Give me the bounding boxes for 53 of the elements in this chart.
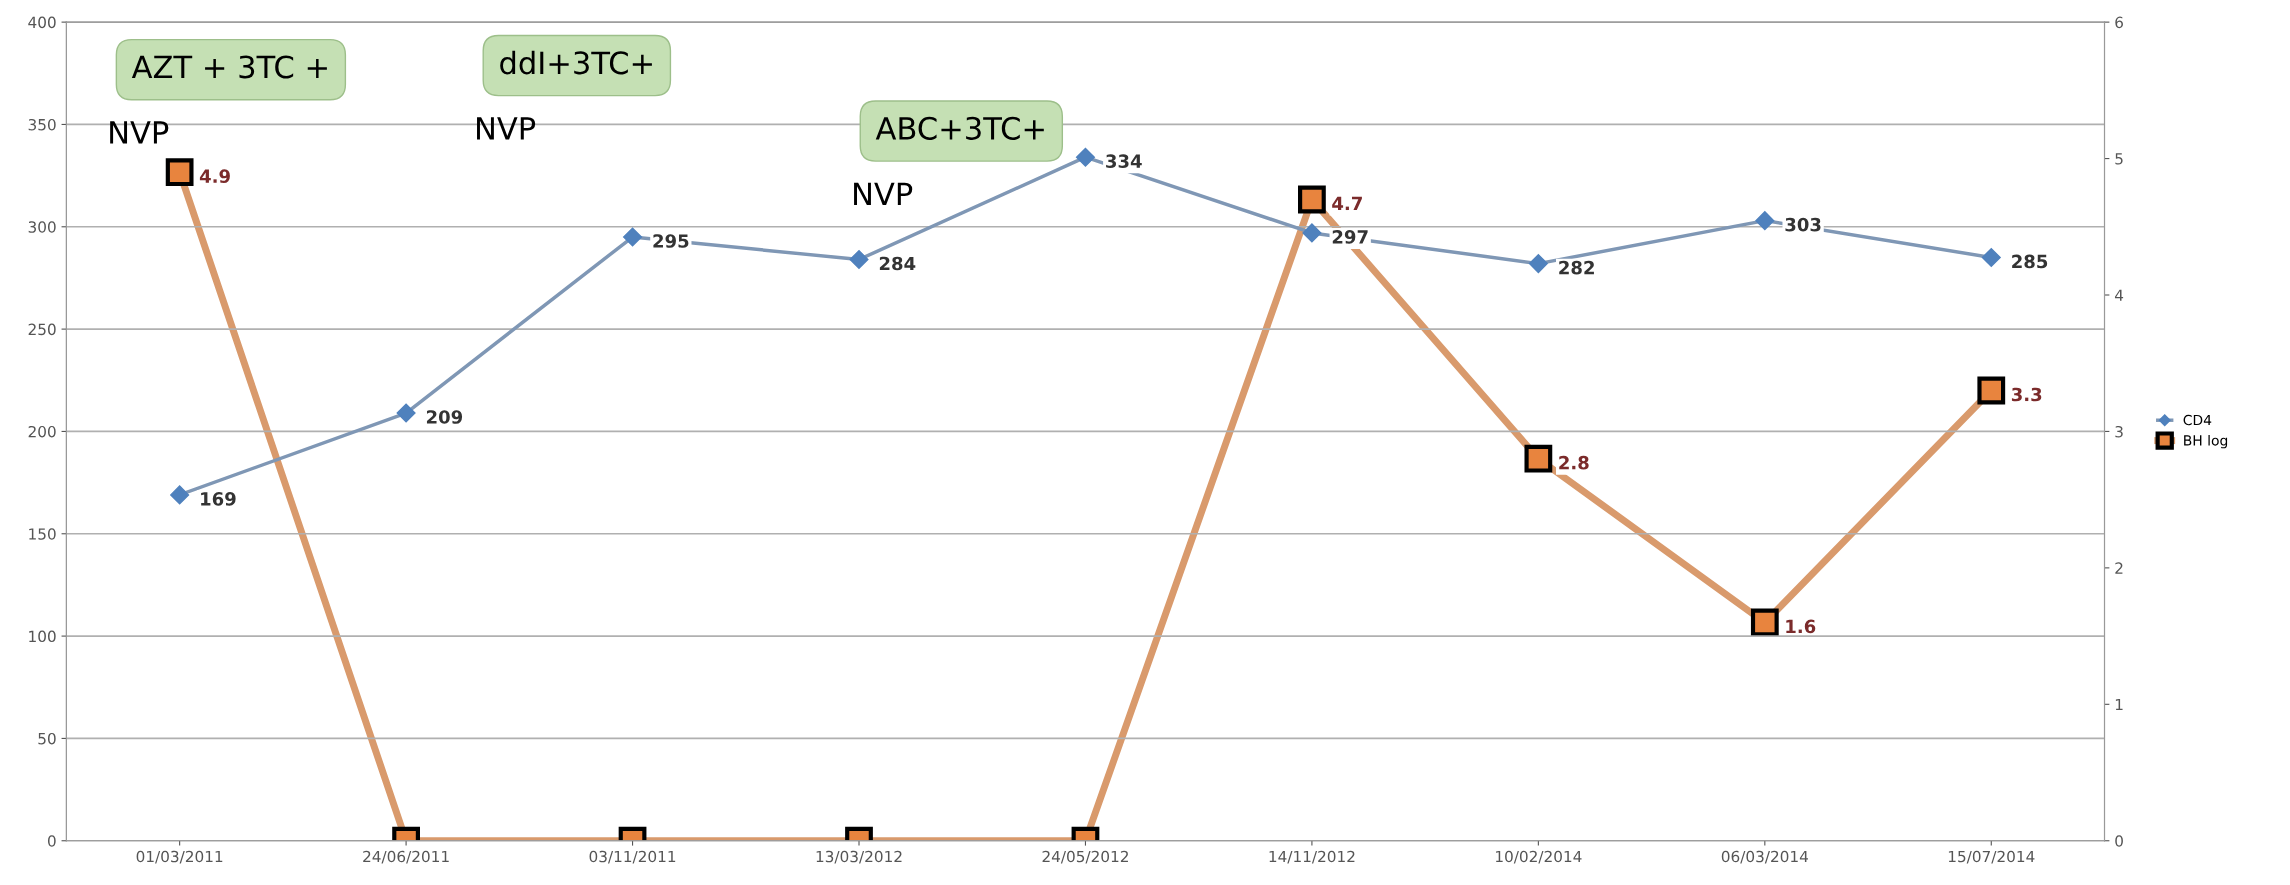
x-tick-label: 13/03/2012 xyxy=(816,850,902,864)
legend-label: BH log xyxy=(2184,434,2228,449)
x-tick-label: 15/07/2014 xyxy=(1948,850,2035,864)
data-label: 4.9 xyxy=(199,169,230,183)
x-tick-label: 01/03/2011 xyxy=(136,850,223,864)
point xyxy=(1528,254,1548,274)
y-tick-label: 50 xyxy=(38,732,56,745)
y2-tick-label: 2 xyxy=(2115,562,2123,574)
data-label: 284 xyxy=(879,256,916,271)
x-tick-label: 03/11/2011 xyxy=(589,850,676,864)
text: ddI+3TC+ NVP xyxy=(477,50,652,140)
y2-tick-label: 0 xyxy=(2115,835,2123,847)
point xyxy=(623,227,643,247)
data-label: 2.8 xyxy=(1559,455,1589,470)
x-tick-label: 24/06/2011 xyxy=(363,850,449,864)
data-label: 209 xyxy=(426,410,463,424)
data-label: 303 xyxy=(1785,217,1821,232)
data-label: 295 xyxy=(653,234,689,248)
text: AZT + 3TC + NVP xyxy=(110,55,327,144)
point xyxy=(1981,247,2001,268)
y-tick-label: 100 xyxy=(29,630,56,643)
x-tick-label: 14/11/2012 xyxy=(1269,850,1355,864)
point xyxy=(396,403,416,423)
y-tick-label: 0 xyxy=(47,835,56,847)
point xyxy=(1755,211,1775,231)
y-tick-label: 300 xyxy=(28,221,56,233)
legend-label: CD4 xyxy=(2183,414,2212,426)
data-label: 3.3 xyxy=(2011,387,2042,402)
data-label: 297 xyxy=(1332,230,1368,244)
y-tick-label: 150 xyxy=(29,528,56,540)
y2-tick-label: 6 xyxy=(2115,16,2123,29)
data-label: 334 xyxy=(1106,154,1142,168)
y2-tick-label: 3 xyxy=(2115,425,2123,438)
point xyxy=(170,485,190,505)
y2-tick-label: 5 xyxy=(2115,153,2123,165)
y2-tick-label: 1 xyxy=(2115,698,2123,711)
y2-tick-label: 4 xyxy=(2114,289,2124,301)
text: ABC+3TC+ NVP xyxy=(854,116,1044,205)
point xyxy=(1075,147,1095,167)
data-label: 282 xyxy=(1559,260,1594,275)
y-tick-label: 400 xyxy=(28,16,56,29)
y-tick-label: 350 xyxy=(28,118,56,131)
point xyxy=(849,249,869,270)
x-tick-label: 24/05/2012 xyxy=(1042,850,1128,864)
y-tick-label: 200 xyxy=(28,425,56,438)
data-label: 1.6 xyxy=(1786,619,1816,634)
data-label: 4.7 xyxy=(1332,196,1362,211)
x-tick-label: 10/02/2014 xyxy=(1496,850,1582,864)
data-label: 169 xyxy=(201,492,236,506)
y-tick-label: 250 xyxy=(28,323,56,336)
data-label: 285 xyxy=(2012,254,2048,269)
x-tick-label: 06/03/2014 xyxy=(1721,850,1808,864)
point xyxy=(1302,223,1322,243)
